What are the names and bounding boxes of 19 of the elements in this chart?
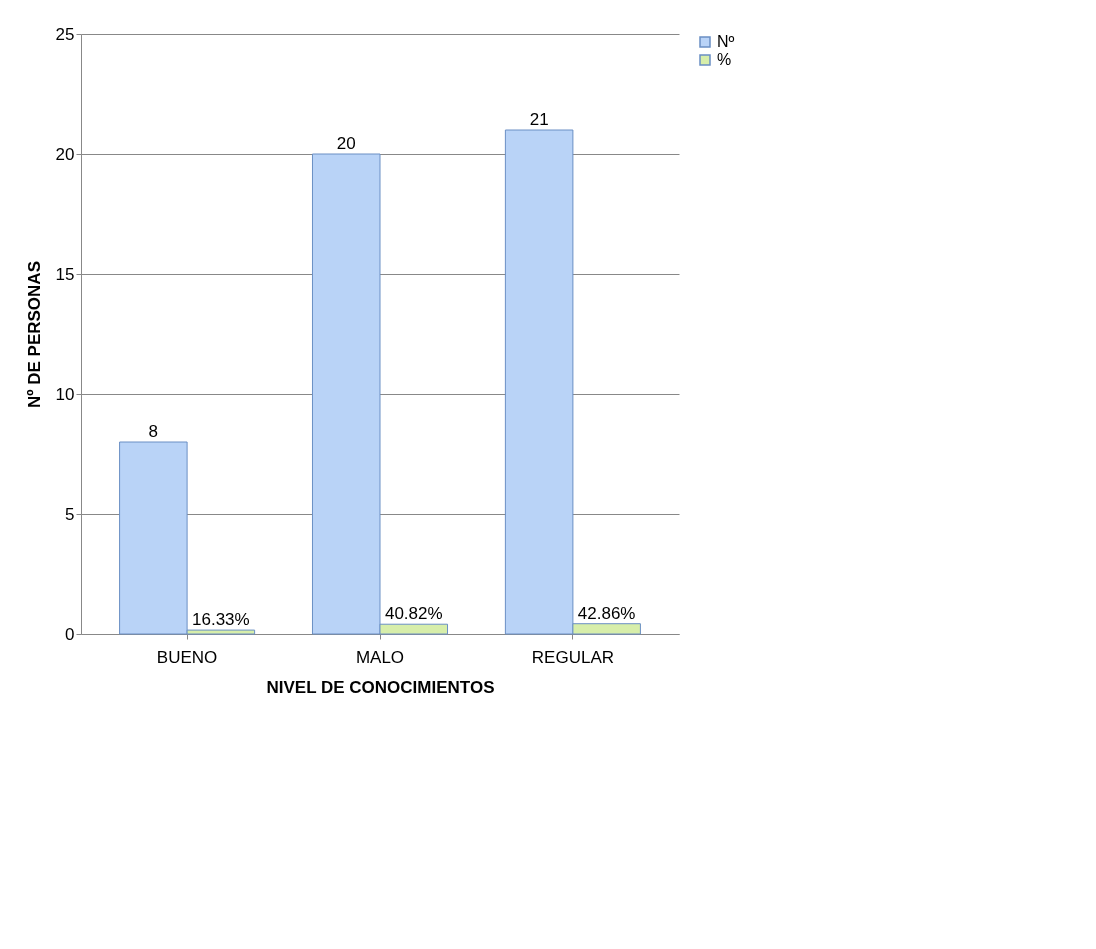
y-tick-label: 15	[55, 264, 75, 284]
legend-label: Nº	[717, 33, 735, 50]
x-tick-label: REGULAR	[531, 647, 614, 667]
data-label: 20	[336, 134, 356, 153]
data-label: 40.82%	[384, 604, 443, 624]
x-tick-label: BUENO	[156, 647, 218, 667]
y-axis-title: Nº DE PERSONAS	[24, 261, 44, 408]
x-axis-title: NIVEL DE CONOCIMIENTOS	[266, 677, 495, 697]
legend-label: %	[717, 51, 732, 68]
data-label: 8	[148, 422, 159, 441]
y-tick-label: 5	[65, 504, 75, 524]
data-label: 21	[529, 110, 549, 129]
x-tick-label: MALO	[355, 647, 405, 667]
data-label: 16.33%	[192, 610, 250, 630]
y-tick-label: 10	[55, 384, 75, 404]
y-tick-label: 20	[55, 144, 75, 164]
y-tick-label: 25	[55, 24, 75, 44]
y-tick-label: 0	[65, 624, 75, 644]
data-label: 42.86%	[577, 603, 636, 623]
